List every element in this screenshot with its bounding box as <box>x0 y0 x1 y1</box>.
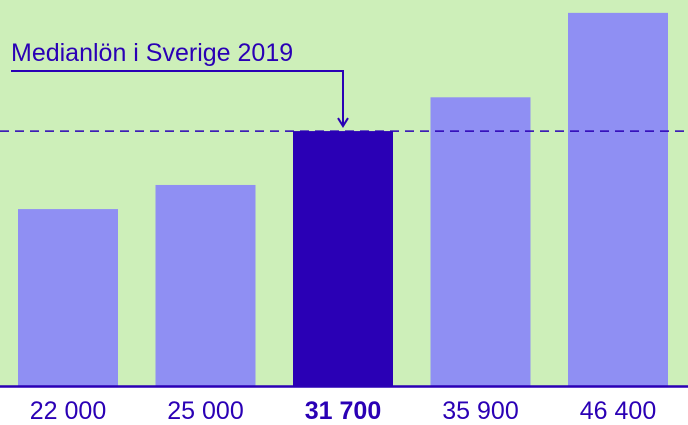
x-tick-label-4: 46 400 <box>580 397 656 425</box>
x-tick-label-0: 22 000 <box>30 397 106 425</box>
bar-0 <box>18 209 118 386</box>
x-tick-label-3: 35 900 <box>442 397 518 425</box>
bar-1 <box>155 184 256 386</box>
median-annotation-label: Medianlön i Sverige 2019 <box>11 39 293 67</box>
annotation-arrowhead <box>337 117 349 128</box>
x-tick-label-1: 25 000 <box>167 397 243 425</box>
bar-2 <box>293 131 393 386</box>
bar-3 <box>430 97 531 386</box>
annotation-leader-line <box>11 70 344 127</box>
bar-group <box>18 12 668 386</box>
bar-4 <box>568 12 668 386</box>
x-tick-label-group: 22 000 25 000 31 700 35 900 46 400 <box>30 397 656 425</box>
x-tick-label-2: 31 700 <box>305 397 381 425</box>
